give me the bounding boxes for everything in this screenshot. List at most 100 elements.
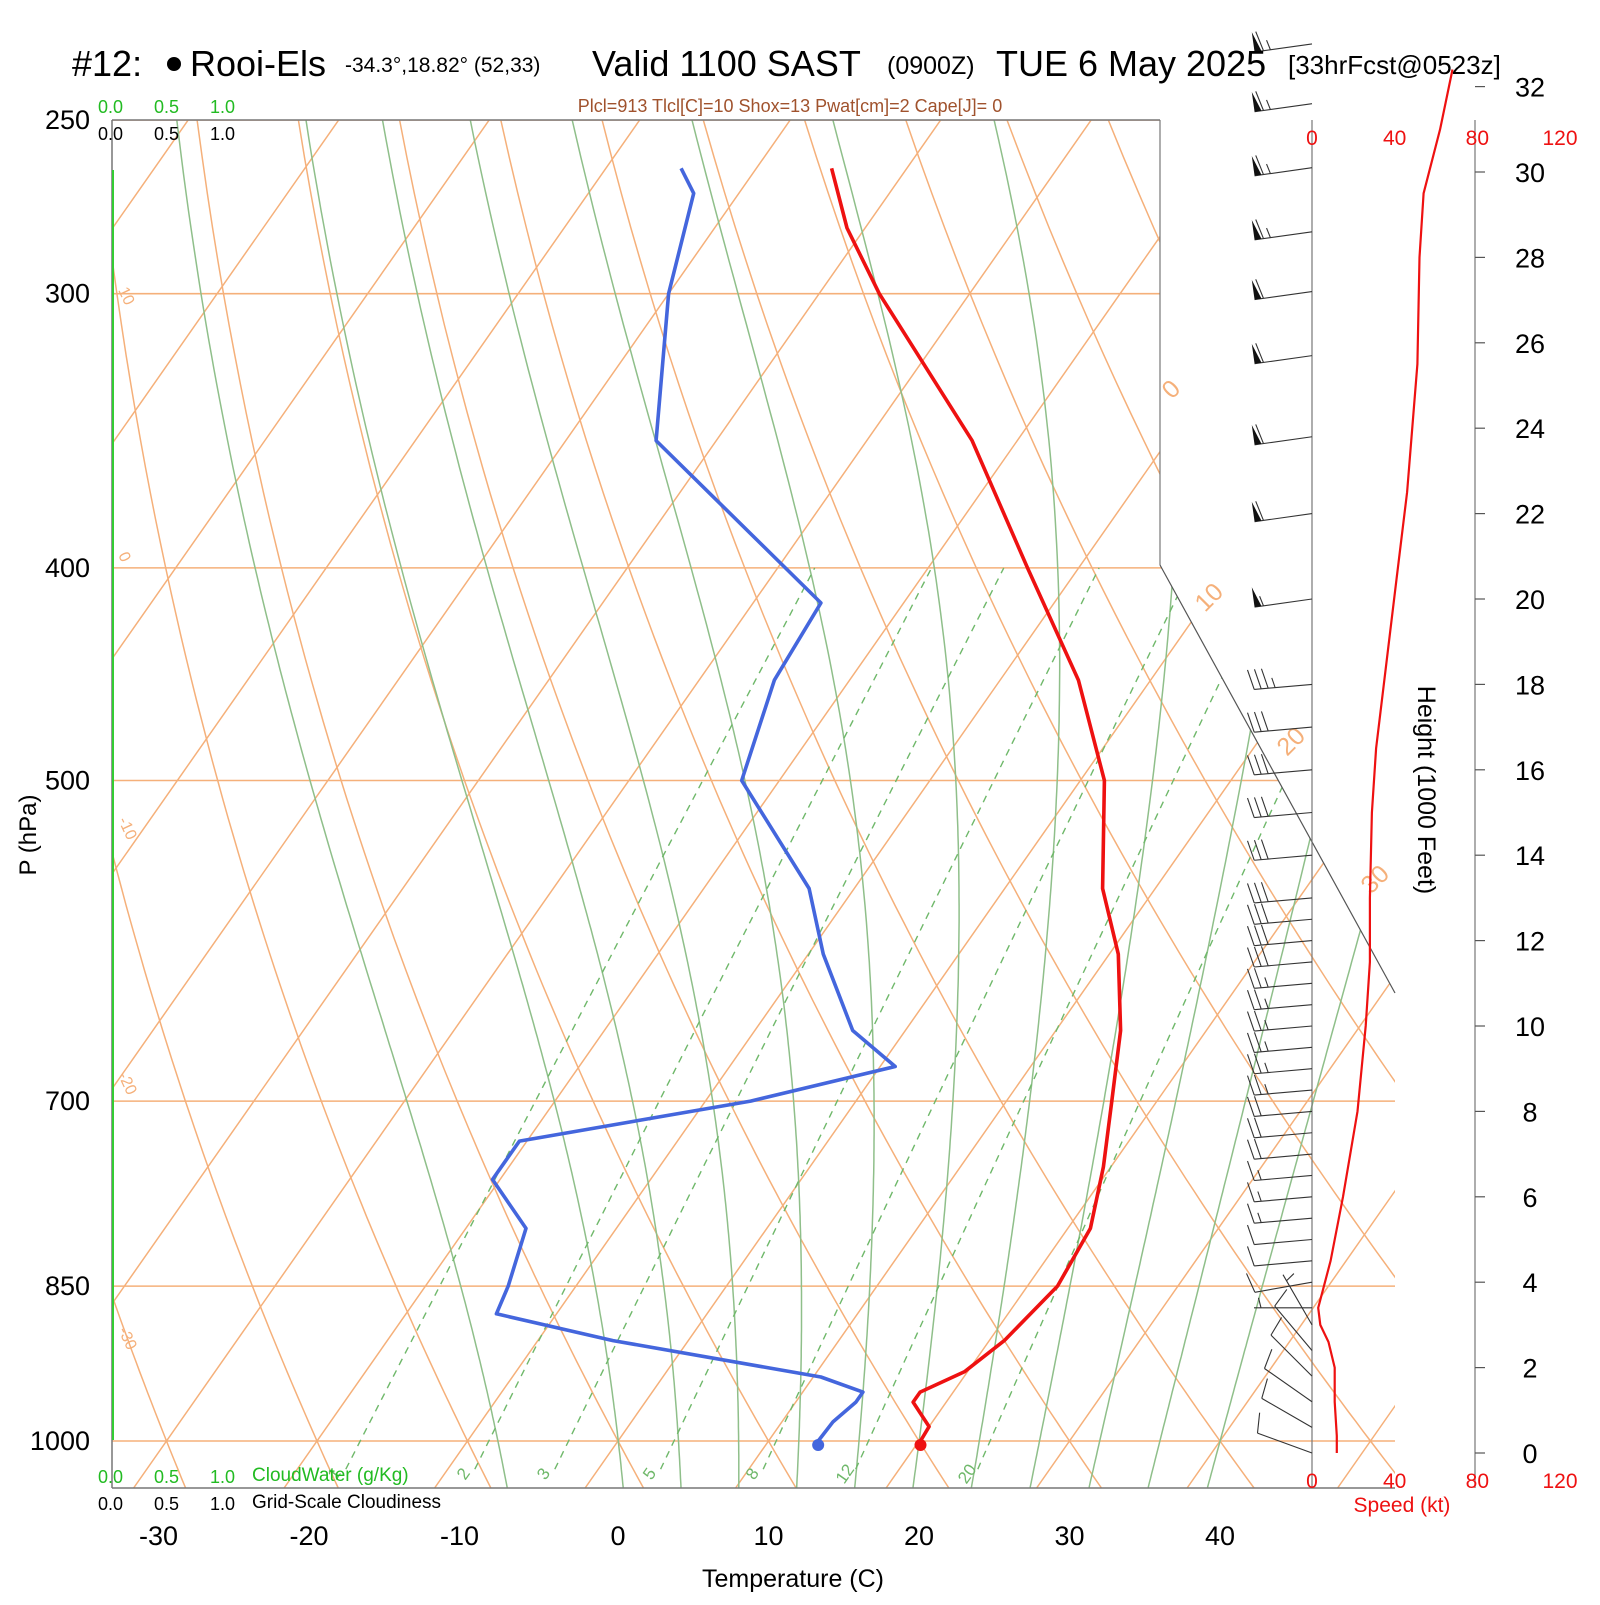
wind-barb-half-feather [1266,99,1271,110]
wind-barb-feather [1255,219,1264,239]
moist-adiabat-line [465,120,740,1488]
wind-barb-feather [1246,1182,1255,1203]
pressure-tick-label: 250 [45,105,90,135]
temperature-tick-label: -10 [440,1521,479,1551]
wind-barb-feather [1260,882,1269,902]
wind-barb-half-feather [1259,596,1264,607]
isotherm-line [112,120,340,1488]
dry-adiabat-line [791,120,1395,1488]
wind-barb-feather [1263,1349,1273,1369]
isotherm-line [433,120,1393,1488]
wind-barb [1246,924,1313,947]
wind-barb-half-feather [1266,163,1271,174]
wind-barb-feather [1253,1053,1262,1074]
isotherm-line [1336,120,1395,1488]
pressure-tick-label: 400 [45,553,90,583]
wind-barb-staff [1254,1089,1313,1096]
wind-barb-feather [1255,501,1264,521]
wind-barb-staff [1254,1110,1313,1118]
station-number: #12: [72,43,142,84]
wind-barb-feather [1253,989,1262,1010]
wind-barb-pennant [1251,425,1262,445]
wind-barb [1251,91,1313,113]
speed-tick-top: 40 [1383,127,1406,150]
wind-barb-feather [1261,1378,1268,1399]
moist-adiabat-line [567,120,803,1488]
wind-barb-half-feather [1257,1169,1262,1181]
wind-barb-staff [1274,1305,1313,1351]
y-axis-title: P (hPa) [15,795,42,876]
wind-barb [1270,1317,1313,1377]
height-tick-label: 0 [1522,1439,1537,1469]
speed-tick-bottom: 0 [1306,1470,1318,1493]
wind-barb-staff [1270,1334,1313,1377]
moist-adiabat-line [827,120,960,1488]
mixing-ratio-line [345,567,816,1470]
mixing-ratio-label: 2 [453,1464,474,1483]
wind-barb-pennant [1251,220,1262,240]
wind-barb-staff [1254,726,1313,733]
speed-axis-title: Speed (kt) [1354,1494,1451,1517]
wind-barb [1246,711,1313,733]
dry-adiabat-line [112,120,343,1488]
wind-barb-feather [1246,712,1255,733]
isotherm-label-left: -30 [114,1325,139,1353]
mixing-ratio-label: 20 [954,1461,980,1487]
wind-barb-feather [1253,1117,1262,1138]
wind-barb-staff [1254,231,1313,241]
wind-barb-staff [1254,167,1313,177]
mixing-ratio-label: 12 [832,1461,858,1487]
wind-barb-feather [1246,1032,1255,1053]
wind-barb-feather [1255,424,1264,444]
dry-adiabat-line [1593,81,1600,1496]
wind-barb-feather [1246,904,1255,925]
mixing-ratio-label: 3 [533,1464,554,1483]
wind-barb-feather [1253,1138,1262,1159]
cloudiness-scale-bottom: 0.0 [98,1494,123,1514]
wind-barb-staff [1254,1281,1313,1293]
isotherm-label-left: -20 [114,1070,139,1098]
wind-barb [1246,1010,1313,1032]
wind-barb-feather [1253,968,1262,988]
wind-barb-half-feather [1264,1019,1269,1031]
wind-barb-feather [1246,1096,1255,1117]
height-tick-label: 20 [1515,585,1545,615]
dry-adiabat-line [291,120,802,1488]
wind-barb-feather [1246,883,1255,904]
temperature-profile-line [829,167,1123,1442]
mixing-ratio-line [554,567,1005,1470]
mixing-ratio-label: 5 [639,1464,660,1483]
wind-barb-staff [1254,43,1313,53]
wind-barb [1251,343,1313,365]
wind-barb-staff [1254,513,1313,523]
cloudwater-scale-bottom: 1.0 [210,1467,235,1487]
height-tick-label: 28 [1515,243,1545,273]
wind-speed-profile-line [1317,69,1454,1453]
wind-barb [1246,1224,1313,1246]
moist-adiabat-line [1088,120,1326,1488]
wind-barb-staff [1254,598,1313,608]
temperature-tick-label: -30 [139,1521,178,1551]
wind-barb-feather [1260,903,1269,924]
isotherm-line [584,120,1395,1488]
zulu-time: (0900Z) [887,52,975,80]
wind-barb-feather [1260,711,1269,732]
height-tick-label: 10 [1515,1012,1545,1042]
speed-tick-bottom: 40 [1383,1470,1406,1493]
wind-barb-feather [1260,839,1269,860]
dewpoint-profile-line [490,167,897,1443]
dry-adiabat-line [112,120,190,1488]
wind-barb-staff [1254,1004,1313,1011]
height-tick-label: 32 [1515,73,1545,103]
wind-barb-pennant [1251,501,1262,522]
wind-barb-feather [1246,1011,1255,1032]
wind-barb [1282,1273,1313,1326]
speed-tick-top: 0 [1306,127,1318,150]
wind-barb [1246,1182,1313,1203]
cloudiness-scale-bottom: 1.0 [210,1494,235,1514]
wind-barb-staff [1254,683,1313,691]
wind-barb-feather [1260,753,1269,774]
wind-barb-feather [1255,279,1264,299]
mixing-ratio-label: 8 [742,1464,763,1483]
